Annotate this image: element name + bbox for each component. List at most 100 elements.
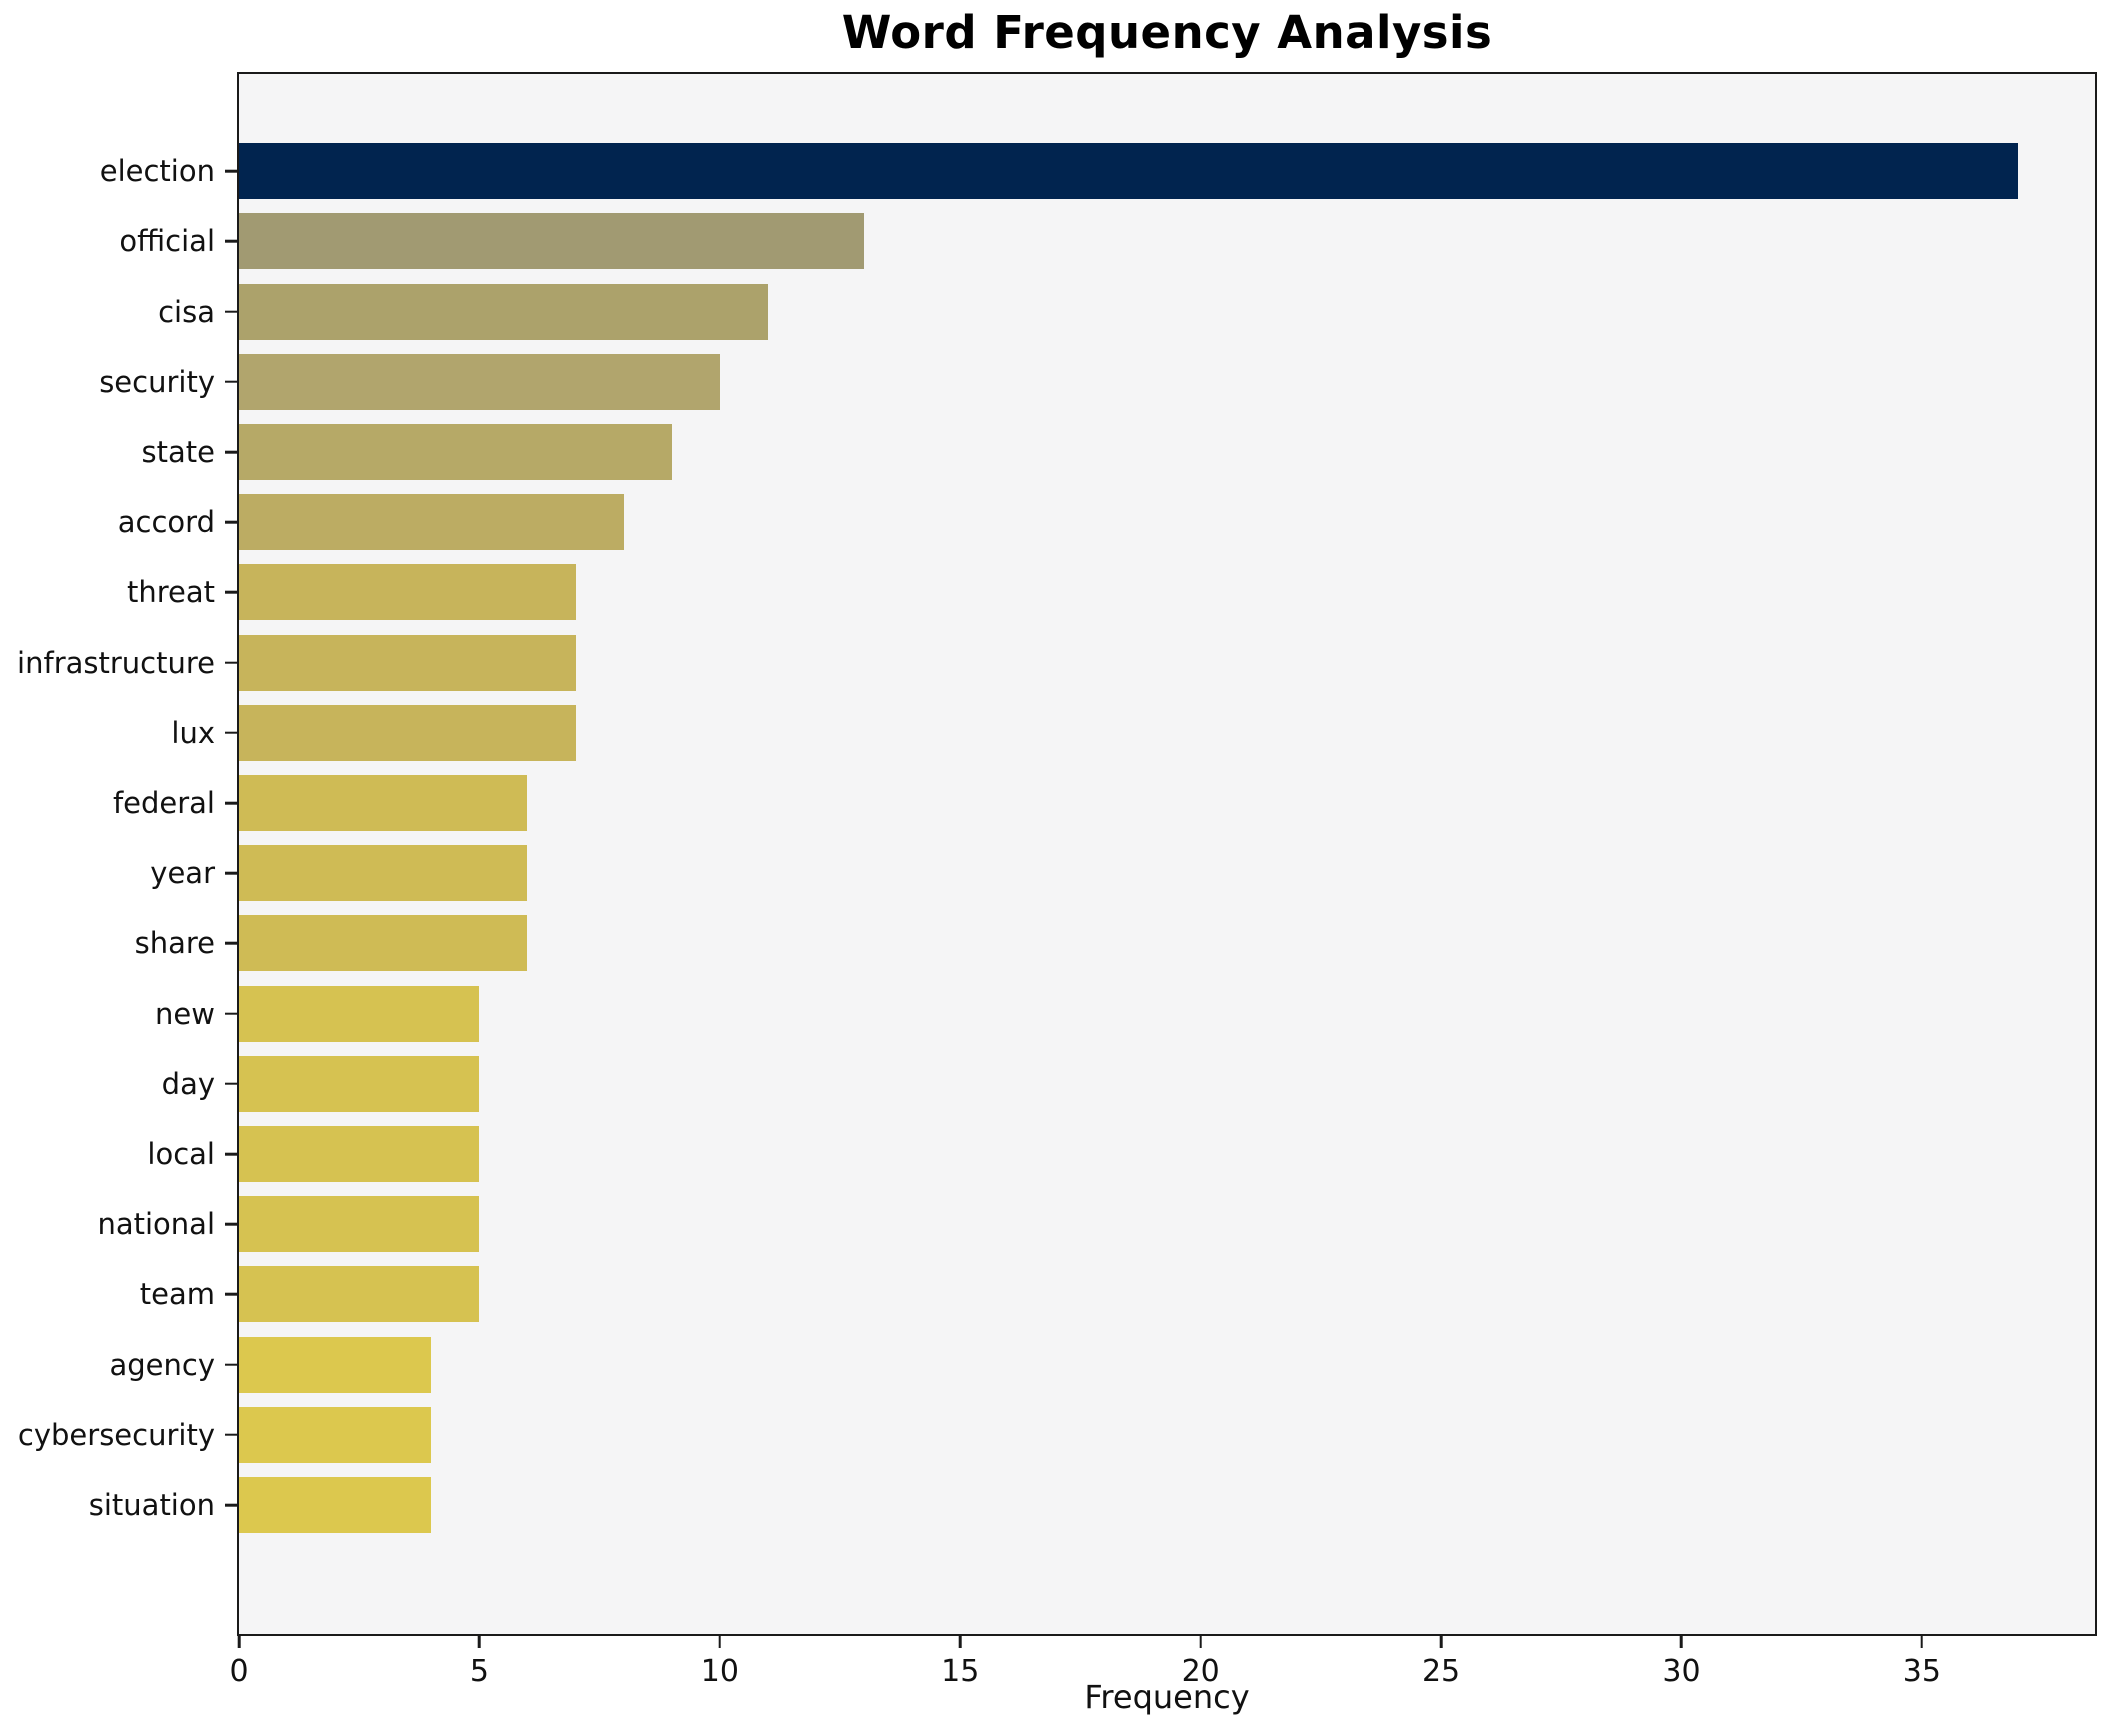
bar-threat <box>239 564 576 621</box>
bar-row: official <box>119 206 2095 276</box>
x-tick-mark <box>1439 1636 1443 1648</box>
x-tick-label: 25 <box>1421 1654 1461 1689</box>
y-tick-mark <box>225 591 237 594</box>
x-tick-mark <box>718 1636 722 1648</box>
bar-row: share <box>135 908 2095 978</box>
bar-lux <box>239 704 576 761</box>
y-tick-label: security <box>99 364 215 399</box>
bar-state <box>239 423 672 480</box>
bar-row: infrastructure <box>17 627 2095 697</box>
bar-accord <box>239 494 624 551</box>
bar-new <box>239 985 480 1042</box>
y-tick-label: share <box>134 926 215 961</box>
bar-election <box>239 143 2019 200</box>
y-tick-mark <box>225 1152 237 1156</box>
bar-row: agency <box>109 1329 2095 1399</box>
x-axis-title: Frequency <box>1084 1678 1250 1716</box>
bar-row: federal <box>113 768 2095 838</box>
y-tick-label: infrastructure <box>17 645 215 680</box>
bar-security <box>239 353 720 410</box>
y-tick-mark <box>225 169 237 173</box>
bar-agency <box>239 1336 432 1393</box>
bar-row: new <box>155 978 2095 1048</box>
y-tick-label: new <box>155 996 215 1031</box>
bar-cisa <box>239 283 768 340</box>
y-tick-label: local <box>147 1136 215 1171</box>
bar-row: threat <box>127 557 2095 627</box>
bar-situation <box>239 1476 432 1533</box>
y-tick-label: team <box>139 1277 215 1312</box>
x-tick-label: 0 <box>229 1654 249 1689</box>
bar-row: team <box>140 1259 2095 1329</box>
bars-area: election official cisa security state accord t… <box>17 136 2095 1540</box>
x-tick-label: 35 <box>1902 1654 1941 1689</box>
y-tick-label: state <box>141 434 215 469</box>
bar-row: accord <box>118 487 2095 557</box>
bar-share <box>239 915 528 972</box>
y-tick-mark <box>225 731 237 735</box>
y-tick-mark <box>225 1012 237 1015</box>
x-tick-label: 10 <box>700 1654 739 1689</box>
y-tick-mark <box>225 380 237 383</box>
x-tick-mark <box>478 1636 481 1648</box>
bar-year <box>239 845 528 902</box>
y-tick-label: national <box>97 1207 215 1242</box>
x-tick-label: 20 <box>1181 1654 1220 1689</box>
bar-row: state <box>142 417 2095 487</box>
y-tick-mark <box>225 310 237 313</box>
y-tick-mark <box>225 1363 237 1366</box>
y-tick-mark <box>225 942 237 945</box>
plot-area: election official cisa security state accord t… <box>17 72 2097 1689</box>
y-tick-label: agency <box>109 1347 215 1382</box>
x-tick-label: 30 <box>1662 1654 1701 1689</box>
x-tick-mark <box>1199 1636 1202 1648</box>
bar-row: situation <box>89 1470 2095 1540</box>
chart-title: Word Frequency Analysis <box>841 6 1493 59</box>
y-tick-mark <box>225 871 237 875</box>
x-axis: 0 5 10 15 20 25 30 35 <box>229 1634 2095 1722</box>
bar-team <box>239 1266 480 1323</box>
x-tick-mark <box>1920 1636 1924 1648</box>
y-tick-mark <box>225 801 237 805</box>
bar-row: day <box>162 1049 2095 1119</box>
x-tick-mark <box>958 1636 962 1648</box>
x-tick-label: 5 <box>469 1654 489 1689</box>
bar-day <box>239 1055 480 1112</box>
y-tick-label: cybersecurity <box>17 1417 215 1452</box>
bar-row: cisa <box>158 276 2095 346</box>
x-tick-mark <box>237 1636 241 1648</box>
bar-national <box>239 1196 480 1253</box>
y-tick-mark <box>225 1433 237 1437</box>
y-tick-mark <box>225 1222 237 1226</box>
y-tick-label: cisa <box>158 294 215 329</box>
y-tick-mark <box>225 240 237 243</box>
y-tick-mark <box>225 1293 237 1296</box>
bar-row: national <box>97 1189 2095 1259</box>
y-tick-mark <box>225 520 237 524</box>
bar-row: cybersecurity <box>18 1400 2095 1470</box>
y-tick-label: federal <box>112 785 215 820</box>
y-tick-label: threat <box>126 575 215 610</box>
y-tick-label: year <box>150 856 215 891</box>
bar-cybersecurity <box>239 1406 432 1463</box>
y-tick-mark <box>225 1503 237 1507</box>
x-tick-mark <box>1680 1636 1683 1648</box>
bar-row: local <box>147 1119 2095 1189</box>
y-tick-label: day <box>161 1066 215 1101</box>
bar-row: year <box>150 838 2095 908</box>
y-tick-label: situation <box>88 1487 215 1522</box>
x-tick-label: 15 <box>941 1654 980 1689</box>
bar-row: lux <box>171 698 2095 768</box>
bar-local <box>239 1125 480 1182</box>
bar-official <box>239 213 865 270</box>
bar-federal <box>239 774 528 831</box>
y-tick-label: official <box>119 224 215 259</box>
bar-row: security <box>99 347 2095 417</box>
bar-infrastructure <box>239 634 576 691</box>
y-tick-label: lux <box>171 715 215 750</box>
y-tick-mark <box>225 661 237 664</box>
y-tick-mark <box>225 450 237 454</box>
bar-row: election <box>100 136 2095 206</box>
y-tick-label: election <box>99 154 215 189</box>
